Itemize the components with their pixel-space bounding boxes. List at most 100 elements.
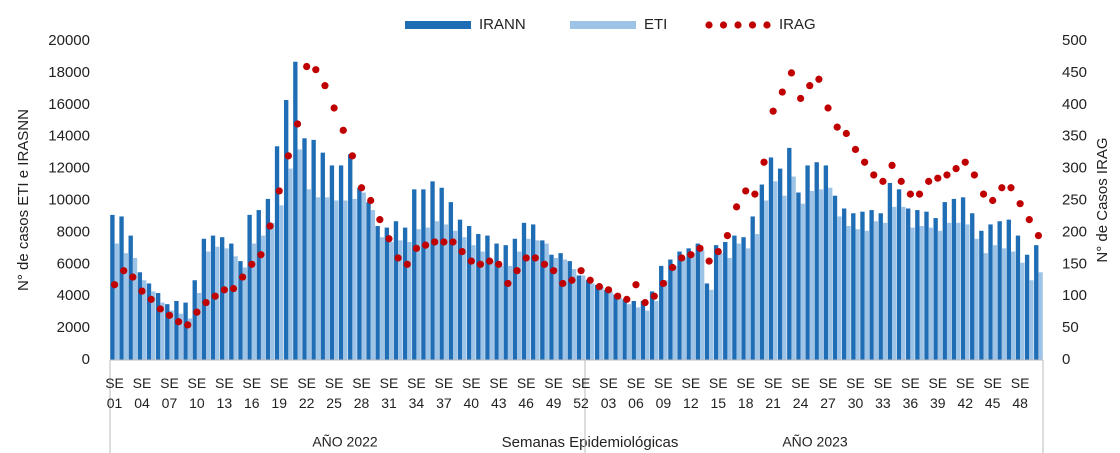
- bar: [169, 310, 174, 360]
- bar: [576, 275, 582, 360]
- bar: [773, 181, 778, 360]
- dot: [970, 171, 978, 179]
- y-tick-label: 18000: [48, 64, 90, 81]
- bar: [649, 291, 655, 360]
- y2-tick-label: 300: [1062, 160, 1087, 177]
- bar: [448, 202, 454, 360]
- bar: [613, 294, 618, 360]
- y2-tick-label: 100: [1062, 287, 1087, 304]
- bar: [1029, 280, 1034, 360]
- dot: [787, 69, 796, 77]
- bar: [462, 237, 467, 360]
- dot: [193, 308, 201, 316]
- dot: [806, 82, 814, 90]
- bar: [942, 202, 947, 360]
- bar: [517, 251, 522, 360]
- dot: [778, 88, 786, 96]
- bar: [718, 253, 723, 360]
- bar: [421, 189, 426, 360]
- x-tick-label: SE 06: [626, 375, 646, 411]
- bar: [965, 224, 970, 360]
- bar: [393, 221, 399, 360]
- dot: [175, 318, 183, 326]
- dot: [412, 244, 421, 252]
- bar: [439, 187, 444, 360]
- dot: [486, 257, 494, 265]
- bar: [398, 240, 403, 360]
- bar: [165, 304, 170, 360]
- bar: [453, 230, 458, 360]
- x-tick-label: SE 04: [132, 375, 152, 411]
- dot: [897, 177, 905, 185]
- bar: [274, 146, 280, 360]
- x-tick-label: SE 16: [242, 375, 262, 411]
- dot: [915, 190, 924, 198]
- dot: [1034, 231, 1043, 240]
- bar: [320, 152, 325, 360]
- bar: [183, 302, 188, 360]
- y-tick-label: 10000: [48, 191, 90, 208]
- dot: [888, 161, 896, 170]
- bar: [924, 211, 929, 360]
- dot: [1007, 184, 1015, 192]
- bar: [544, 243, 549, 360]
- dot: [120, 267, 128, 275]
- dot: [220, 286, 228, 294]
- bar: [635, 307, 641, 360]
- bar: [471, 245, 476, 360]
- dot: [586, 276, 594, 284]
- x-tick-label: SE 13: [214, 375, 234, 411]
- bar: [1015, 235, 1021, 360]
- dot: [495, 260, 503, 268]
- bar: [919, 226, 924, 360]
- bar: [777, 168, 783, 360]
- bar: [1001, 248, 1007, 360]
- bar: [151, 291, 156, 360]
- bar: [526, 238, 531, 360]
- bar: [329, 165, 335, 360]
- dot: [293, 120, 302, 128]
- bar: [974, 238, 979, 360]
- dot: [568, 276, 576, 284]
- x-tick-label: SE 09: [654, 375, 673, 411]
- bar: [352, 198, 357, 360]
- x-tick-label: SE 19: [269, 375, 289, 411]
- y-tick-label: 0: [82, 351, 90, 368]
- y-tick-label: 14000: [48, 128, 90, 145]
- dot: [202, 298, 210, 307]
- dot: [467, 257, 475, 265]
- dot: [348, 152, 356, 160]
- dot: [229, 284, 238, 293]
- y-tick-label: 16000: [48, 96, 90, 113]
- dot: [934, 174, 942, 182]
- bar: [132, 257, 138, 360]
- x-tick-label: SE 45: [983, 375, 1003, 411]
- y2-tick-label: 350: [1062, 128, 1087, 145]
- dot: [943, 171, 951, 179]
- bar: [476, 233, 481, 360]
- bar: [595, 285, 600, 360]
- dot: [732, 203, 741, 211]
- bar: [311, 139, 316, 360]
- y2-tick-label: 400: [1062, 96, 1087, 113]
- dot: [632, 281, 640, 289]
- x-tick-label: SE 30: [846, 375, 865, 411]
- x-tick-label: SE 01: [105, 375, 124, 411]
- x-tick-label: SE 07: [160, 375, 179, 411]
- dot: [760, 158, 768, 166]
- dot: [248, 260, 256, 268]
- bar: [530, 224, 536, 360]
- y-tick-label: 4000: [57, 287, 90, 304]
- dot: [797, 94, 805, 103]
- bar: [384, 227, 389, 360]
- bar: [841, 208, 847, 360]
- dot: [357, 184, 366, 192]
- bar: [233, 256, 238, 360]
- bar: [1010, 251, 1016, 360]
- bar: [745, 248, 751, 360]
- x-tick-label: SE 24: [791, 375, 810, 411]
- x-tick-label: SE 31: [379, 375, 399, 411]
- bar: [288, 168, 293, 360]
- bar: [348, 154, 353, 360]
- bar: [988, 224, 993, 360]
